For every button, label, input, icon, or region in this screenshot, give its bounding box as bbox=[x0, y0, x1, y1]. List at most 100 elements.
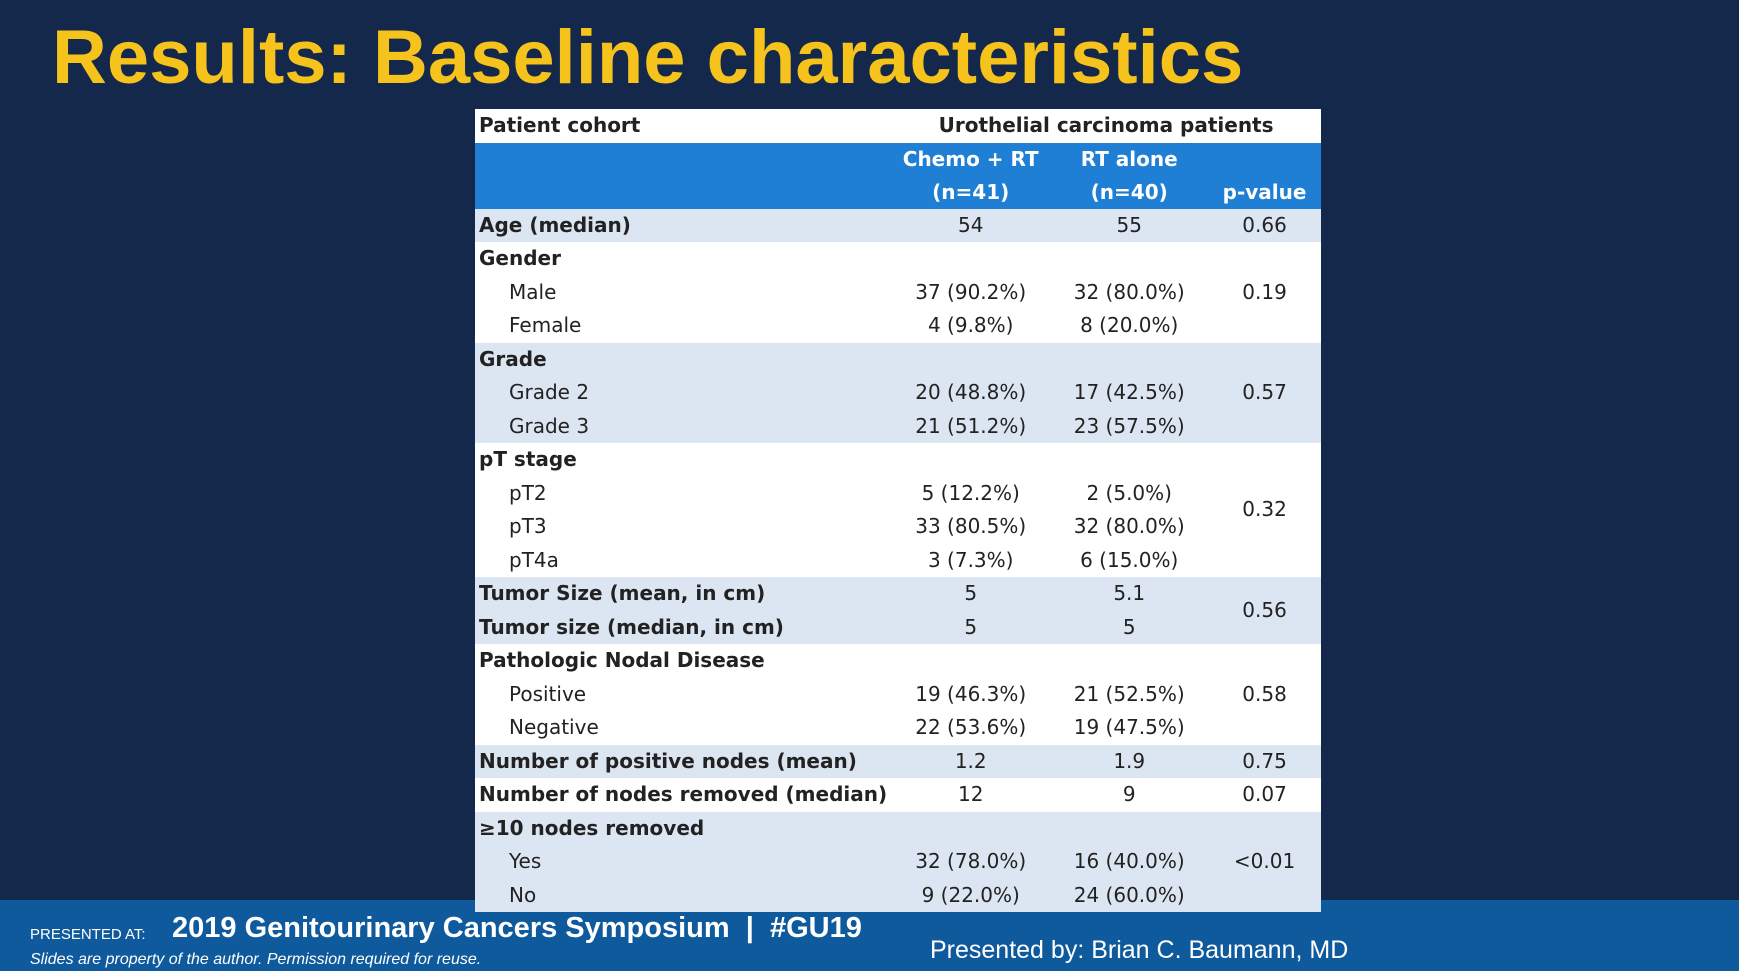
data-row: No 9 (22.0%) 24 (60.0%) bbox=[475, 878, 1321, 912]
column-name: RT alone bbox=[1080, 146, 1178, 171]
row-label: Number of nodes removed (median) bbox=[475, 778, 892, 812]
p-value: 0.07 bbox=[1208, 778, 1321, 812]
group-heading-row: Pathologic Nodal Disease 0.58 bbox=[475, 644, 1321, 745]
row-label: Female bbox=[475, 309, 892, 343]
value-cell: 32 (78.0%) bbox=[891, 845, 1051, 879]
value-cell: 5 bbox=[891, 577, 1051, 611]
cell bbox=[891, 242, 1051, 276]
value-cell: 5.1 bbox=[1050, 577, 1209, 611]
data-row: Tumor size (median, in cm) 5 5 bbox=[475, 610, 1321, 644]
data-row: Age (median) 54 55 0.66 bbox=[475, 208, 1321, 242]
cell bbox=[1050, 644, 1209, 678]
data-row: pT2 5 (12.2%) 2 (5.0%) bbox=[475, 476, 1321, 510]
column-n: (n=41) bbox=[932, 179, 1010, 204]
group-heading: pT stage bbox=[475, 443, 892, 477]
data-row: pT4a 3 (7.3%) 6 (15.0%) bbox=[475, 543, 1321, 577]
column-header: Chemo + RT (n=41) bbox=[891, 142, 1051, 209]
p-value: 0.75 bbox=[1208, 744, 1321, 778]
cell bbox=[1050, 242, 1209, 276]
value-cell: 37 (90.2%) bbox=[891, 275, 1051, 309]
value-cell: 23 (57.5%) bbox=[1050, 409, 1209, 443]
value-cell: 6 (15.0%) bbox=[1050, 543, 1209, 577]
p-value: 0.32 bbox=[1208, 443, 1321, 577]
value-cell: 24 (60.0%) bbox=[1050, 878, 1209, 912]
group-heading-row: Grade 0.57 bbox=[475, 342, 1321, 443]
value-cell: 54 bbox=[891, 208, 1051, 242]
row-label: Negative bbox=[475, 711, 892, 745]
cell bbox=[1050, 342, 1209, 376]
row-label: Number of positive nodes (mean) bbox=[475, 744, 892, 778]
data-row: Male 37 (90.2%) 32 (80.0%) bbox=[475, 275, 1321, 309]
p-value: 0.57 bbox=[1208, 342, 1321, 443]
row-label: No bbox=[475, 878, 892, 912]
column-n: (n=40) bbox=[1090, 179, 1168, 204]
column-header: p-value bbox=[1208, 142, 1321, 209]
p-value: <0.01 bbox=[1208, 811, 1321, 912]
p-value: 0.58 bbox=[1208, 644, 1321, 745]
value-cell: 9 bbox=[1050, 778, 1209, 812]
value-cell: 5 bbox=[1050, 610, 1209, 644]
row-label: Tumor Size (mean, in cm) bbox=[475, 577, 892, 611]
value-cell: 5 (12.2%) bbox=[891, 476, 1051, 510]
value-cell: 32 (80.0%) bbox=[1050, 510, 1209, 544]
presenter: Presented by: Brian C. Baumann, MD bbox=[930, 936, 1349, 964]
cell bbox=[1050, 443, 1209, 477]
data-row: Negative 22 (53.6%) 19 (47.5%) bbox=[475, 711, 1321, 745]
cell bbox=[891, 811, 1051, 845]
column-header-row: Chemo + RT (n=41) RT alone (n=40) p-value bbox=[475, 142, 1321, 209]
value-cell: 19 (47.5%) bbox=[1050, 711, 1209, 745]
value-cell: 16 (40.0%) bbox=[1050, 845, 1209, 879]
data-row: pT3 33 (80.5%) 32 (80.0%) bbox=[475, 510, 1321, 544]
cell bbox=[1050, 811, 1209, 845]
row-label: pT3 bbox=[475, 510, 892, 544]
presented-at: PRESENTED AT: bbox=[30, 926, 146, 943]
header-cell: Urothelial carcinoma patients bbox=[891, 109, 1321, 143]
cell bbox=[891, 443, 1051, 477]
row-label: Male bbox=[475, 275, 892, 309]
p-value: 0.66 bbox=[1208, 208, 1321, 242]
value-cell: 1.9 bbox=[1050, 744, 1209, 778]
row-label: pT2 bbox=[475, 476, 892, 510]
data-row: Grade 3 21 (51.2%) 23 (57.5%) bbox=[475, 409, 1321, 443]
value-cell: 17 (42.5%) bbox=[1050, 376, 1209, 410]
meeting-name: 2019 Genitourinary Cancers Symposium | #… bbox=[172, 912, 862, 944]
data-row: Grade 2 20 (48.8%) 17 (42.5%) bbox=[475, 376, 1321, 410]
value-cell: 1.2 bbox=[891, 744, 1051, 778]
header-row: Patient cohort Urothelial carcinoma patie… bbox=[475, 109, 1321, 143]
p-value: 0.19 bbox=[1208, 242, 1321, 343]
value-cell: 21 (51.2%) bbox=[891, 409, 1051, 443]
data-row: Number of nodes removed (median) 12 9 0.07 bbox=[475, 778, 1321, 812]
header-cell bbox=[475, 142, 892, 209]
baseline-table: Patient cohort Urothelial carcinoma patie… bbox=[475, 109, 1321, 912]
value-cell: 22 (53.6%) bbox=[891, 711, 1051, 745]
value-cell: 55 bbox=[1050, 208, 1209, 242]
notice: Slides are property of the author. Permi… bbox=[30, 951, 482, 968]
cell bbox=[891, 644, 1051, 678]
data-row: Positive 19 (46.3%) 21 (52.5%) bbox=[475, 677, 1321, 711]
column-name: p-value bbox=[1222, 179, 1307, 204]
value-cell: 19 (46.3%) bbox=[891, 677, 1051, 711]
value-cell: 33 (80.5%) bbox=[891, 510, 1051, 544]
column-header: RT alone (n=40) bbox=[1050, 142, 1209, 209]
row-label: pT4a bbox=[475, 543, 892, 577]
p-value: 0.56 bbox=[1208, 577, 1321, 644]
group-heading: Gender bbox=[475, 242, 892, 276]
value-cell: 20 (48.8%) bbox=[891, 376, 1051, 410]
column-name: Chemo + RT bbox=[902, 146, 1039, 171]
row-label: Yes bbox=[475, 845, 892, 879]
value-cell: 21 (52.5%) bbox=[1050, 677, 1209, 711]
group-heading: Grade bbox=[475, 342, 892, 376]
value-cell: 4 (9.8%) bbox=[891, 309, 1051, 343]
data-row: Tumor Size (mean, in cm) 5 5.1 0.56 bbox=[475, 577, 1321, 644]
slide-title: Results: Baseline characteristics bbox=[52, 15, 1244, 100]
group-heading-row: pT stage 0.32 bbox=[475, 443, 1321, 577]
data-row: Number of positive nodes (mean) 1.2 1.9 0.7… bbox=[475, 744, 1321, 778]
value-cell: 9 (22.0%) bbox=[891, 878, 1051, 912]
row-label: Age (median) bbox=[475, 208, 892, 242]
row-label: Tumor size (median, in cm) bbox=[475, 610, 892, 644]
row-label: Grade 2 bbox=[475, 376, 892, 410]
group-heading: ≥10 nodes removed bbox=[475, 811, 892, 845]
value-cell: 3 (7.3%) bbox=[891, 543, 1051, 577]
value-cell: 5 bbox=[891, 610, 1051, 644]
